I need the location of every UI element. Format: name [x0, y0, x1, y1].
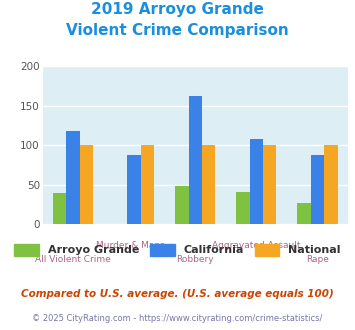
Text: © 2025 CityRating.com - https://www.cityrating.com/crime-statistics/: © 2025 CityRating.com - https://www.city…	[32, 314, 323, 323]
Text: Murder & Mans...: Murder & Mans...	[95, 241, 173, 250]
Text: Robbery: Robbery	[176, 255, 214, 264]
Bar	[263, 145, 277, 224]
Text: All Violent Crime: All Violent Crime	[35, 255, 111, 264]
Bar	[80, 145, 93, 224]
Text: Compared to U.S. average. (U.S. average equals 100): Compared to U.S. average. (U.S. average …	[21, 289, 334, 299]
Bar	[297, 203, 311, 224]
Text: 2019 Arroyo Grande: 2019 Arroyo Grande	[91, 2, 264, 16]
Bar	[250, 139, 263, 224]
Text: Rape: Rape	[306, 255, 329, 264]
Bar	[202, 145, 215, 224]
Text: Aggravated Assault: Aggravated Assault	[212, 241, 301, 250]
Bar	[189, 96, 202, 224]
Bar	[324, 145, 338, 224]
Bar	[175, 185, 189, 224]
Bar	[141, 145, 154, 224]
Text: Violent Crime Comparison: Violent Crime Comparison	[66, 23, 289, 38]
Bar	[311, 155, 324, 224]
Bar	[236, 192, 250, 224]
Legend: Arroyo Grande, California, National: Arroyo Grande, California, National	[10, 239, 345, 260]
Bar	[53, 193, 66, 224]
Bar	[66, 131, 80, 224]
Bar	[127, 155, 141, 224]
